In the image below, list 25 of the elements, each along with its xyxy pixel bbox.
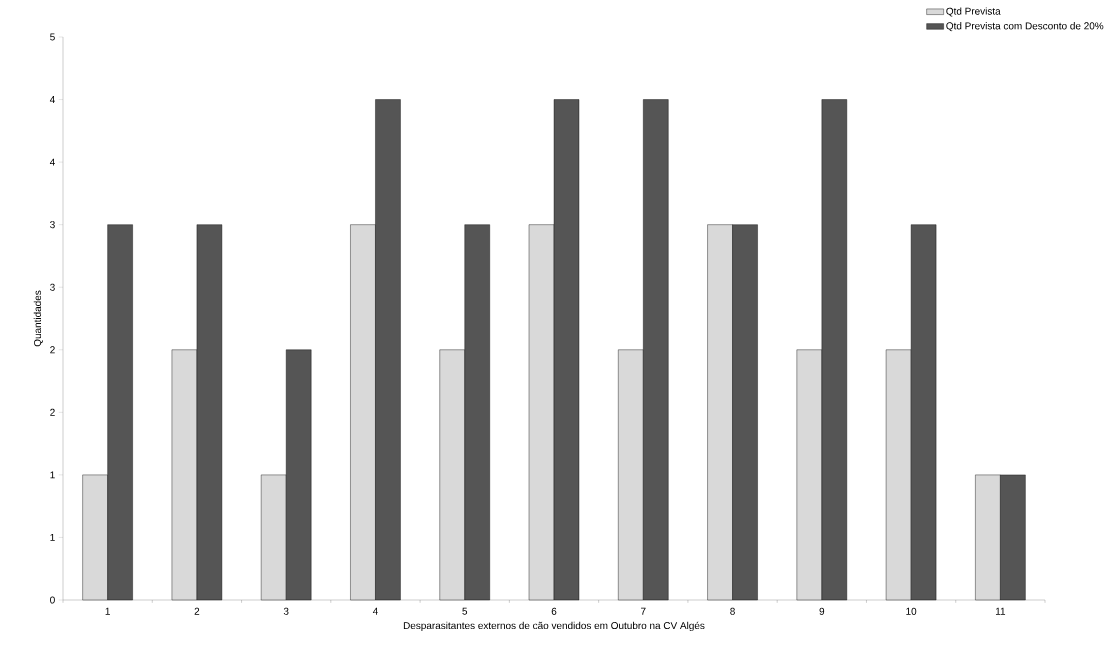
x-tick-label: 3	[283, 607, 289, 615]
y-tick-label: 5	[50, 33, 55, 41]
x-axis-title: Desparasitantes externos de cão vendidos em Outubro na CV Algés	[403, 621, 705, 632]
y-tick-label: 4	[49, 96, 55, 103]
y-tick-label: 3	[50, 221, 55, 229]
y-tick-label: 1	[50, 534, 55, 541]
y-tick-label: 1	[50, 471, 55, 479]
legend-label: Qtd Prevista com Desconto de 20%	[946, 22, 1104, 32]
x-tick-label: 8	[730, 607, 735, 615]
y-tick-label: 3	[50, 283, 55, 291]
legend-label: Qtd Prevista	[946, 7, 1001, 17]
x-tick-label: 1	[105, 607, 110, 615]
y-tick-label: 0	[50, 596, 55, 604]
y-axis-title: Quantidades	[33, 290, 43, 347]
x-tick-label: 10	[906, 607, 917, 615]
x-tick-label: 11	[995, 607, 1006, 615]
x-tick-label: 2	[194, 607, 200, 615]
y-tick-label: 2	[50, 408, 55, 416]
x-tick-label: 4	[372, 607, 378, 615]
x-tick-label: 5	[462, 607, 468, 615]
x-tick-label: 9	[819, 607, 825, 615]
x-tick-label: 6	[551, 607, 557, 615]
y-tick-label: 4	[49, 158, 55, 166]
x-tick-label: 7	[641, 607, 646, 615]
y-tick-label: 2	[50, 346, 55, 354]
